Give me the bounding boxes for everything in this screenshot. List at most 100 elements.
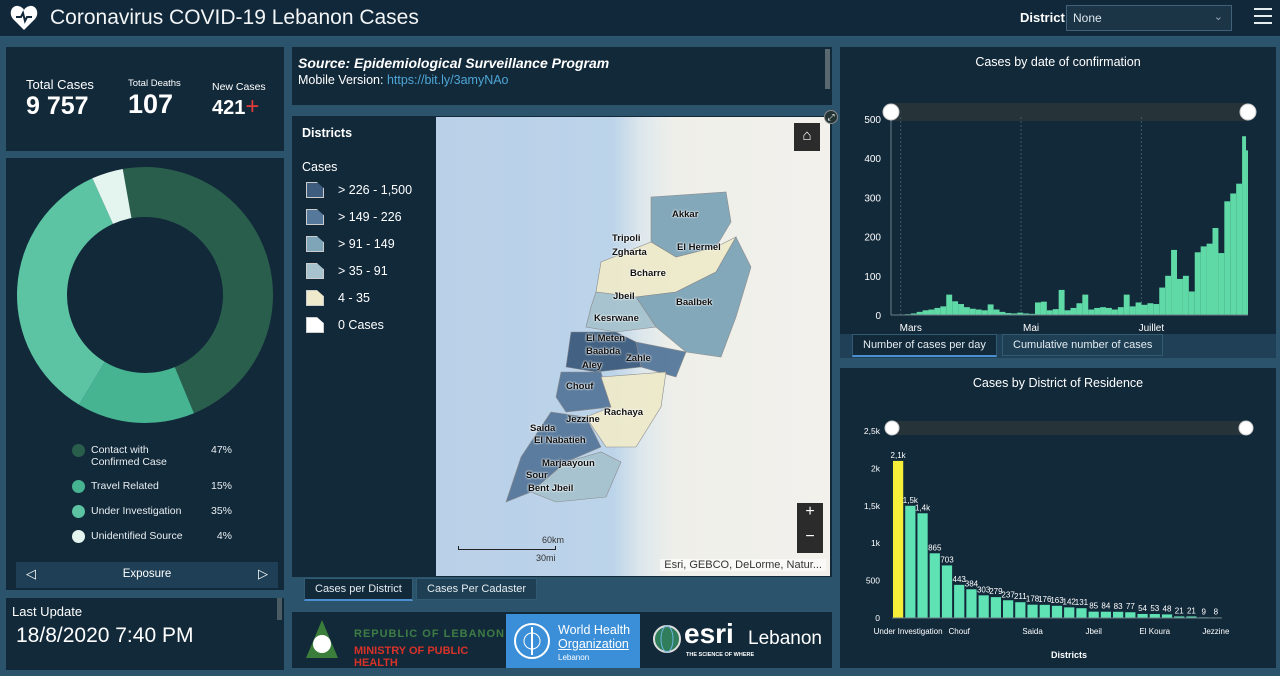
tab-cases-per-district[interactable]: Cases per District (304, 578, 413, 601)
who-emblem-icon (514, 623, 550, 659)
district-choropleth[interactable] (436, 117, 830, 576)
kpi-panel: Total Cases 9 757 Total Deaths 107 New C… (6, 47, 284, 151)
daily-bar (1076, 303, 1083, 315)
scrollbar[interactable] (825, 49, 830, 89)
fullscreen-icon[interactable]: ⤢ (824, 110, 838, 124)
range-slider-track (893, 103, 1248, 121)
hamburger-menu-icon[interactable] (1254, 8, 1272, 24)
legend-pct: 15% (210, 480, 232, 492)
zoom-in-button[interactable]: + (797, 503, 823, 528)
plus-icon: + (245, 93, 260, 120)
legend-label: Contact with Confirmed Case (91, 444, 167, 468)
daily-bar (1023, 313, 1030, 315)
zoom-out-button[interactable]: − (797, 528, 823, 553)
daily-bar (940, 306, 947, 315)
bar-data-label: 8 (1214, 607, 1219, 616)
map-view[interactable]: Akkar Tripoli Zgharta El Hermel Bcharre Jbeil… (436, 117, 830, 576)
moph-logo: REPUBLIC OF LEBANON MINISTRY OF PUBLIC H… (296, 616, 506, 669)
district-bar (905, 505, 916, 618)
tab-cases-per-day[interactable]: Number of cases per day (852, 334, 997, 357)
tab-cases-per-cadaster[interactable]: Cases Per Cadaster (416, 578, 538, 600)
total-cases-label: Total Cases (26, 77, 94, 92)
previous-arrow-icon[interactable]: ◁ (26, 566, 36, 581)
x-tick-label: Under Investigation (874, 627, 943, 636)
source-title: Source: Epidemiological Surveillance Pro… (298, 55, 610, 71)
daily-bar (1088, 309, 1095, 315)
daily-bar (958, 304, 964, 315)
district-filter-label: District (1020, 10, 1065, 25)
donut-slice (16, 178, 113, 405)
legend-label: Under Investigation (91, 505, 182, 517)
daily-bar (1165, 275, 1172, 315)
daily-bar (1224, 201, 1231, 315)
tab-cumulative-cases[interactable]: Cumulative number of cases (1002, 334, 1164, 356)
daily-bar (1040, 301, 1047, 315)
legend-item: Unidentified Source 4% (72, 530, 232, 543)
map-panel: Districts Cases > 226 - 1,500 > 149 - 226… (292, 110, 838, 577)
x-axis-label: Districts (1051, 650, 1087, 660)
y-tick-label: 500 (866, 576, 880, 586)
y-tick-label: 1,5k (864, 501, 881, 511)
esri-wordmark: esri (684, 618, 734, 649)
bar-data-label: 1,5k (903, 496, 919, 505)
daily-bar (987, 304, 994, 315)
daily-bar (993, 309, 1000, 315)
y-tick-label: 100 (864, 272, 881, 283)
total-deaths-label: Total Deaths (128, 78, 181, 89)
district-bar (1186, 616, 1197, 618)
daily-bar (1094, 307, 1101, 315)
bar-data-label: 279 (989, 587, 1003, 596)
globe-icon (653, 625, 681, 653)
district-chouf (555, 371, 612, 413)
daily-chart-title: Cases by date of confirmation (975, 55, 1141, 69)
legend-swatch (306, 290, 324, 306)
map-legend-item: > 149 - 226 (306, 209, 402, 225)
legend-swatch (306, 182, 324, 198)
bar-data-label: 21 (1187, 606, 1196, 615)
home-icon[interactable]: ⌂ (794, 123, 820, 151)
legend-pct: 35% (210, 505, 232, 517)
legend-item: Travel Related 15% (72, 480, 232, 493)
exposure-title: Exposure (122, 568, 172, 580)
daily-bar (1005, 313, 1012, 315)
daily-bar (946, 294, 953, 315)
legend-swatch (306, 317, 324, 333)
y-tick-label: 2,5k (864, 426, 881, 436)
map-legend-item: 0 Cases (306, 317, 384, 333)
district-bar (929, 553, 940, 618)
daily-bar (1035, 302, 1041, 315)
moph-line1: REPUBLIC OF LEBANON (354, 628, 505, 640)
bar-data-label: 21 (1175, 606, 1184, 615)
bar-data-label: 384 (965, 579, 979, 588)
daily-bar (928, 309, 935, 315)
bar-data-label: 176 (1038, 595, 1052, 604)
new-cases-block: New Cases 421+ (212, 81, 266, 121)
mobile-version-link[interactable]: https://bit.ly/3amyNAo (386, 73, 509, 87)
range-slider-handle[interactable] (1239, 103, 1257, 121)
daily-bar (1159, 287, 1166, 315)
bar-data-label: 211 (1014, 592, 1027, 601)
district-select[interactable]: None ⌄ (1066, 5, 1232, 31)
who-logo: World Health Organization Lebanon (506, 614, 640, 668)
next-arrow-icon[interactable]: ▷ (258, 566, 268, 581)
district-marjaayoun-bentjbeil (530, 451, 622, 503)
legend-label: Travel Related (91, 480, 159, 492)
daily-bar (1230, 193, 1237, 315)
daily-bar (1218, 253, 1225, 315)
range-slider-handle[interactable] (884, 420, 900, 436)
district-label: Jezzine (566, 414, 600, 425)
district-label: Aley (582, 360, 603, 371)
daily-bar (1123, 294, 1130, 315)
district-label: Akkar (672, 209, 699, 220)
district-bar (1039, 604, 1050, 618)
legend-item: Under Investigation 35% (72, 505, 232, 518)
range-slider-handle[interactable] (1238, 420, 1254, 436)
total-cases-block: Total Cases 9 757 (26, 77, 94, 121)
district-bar (1064, 607, 1075, 618)
daily-bar (1212, 227, 1219, 315)
scrollbar[interactable] (277, 598, 282, 620)
new-cases-value: 421 (212, 97, 246, 119)
mobile-version-label: Mobile Version: (298, 73, 387, 87)
range-slider-handle[interactable] (882, 103, 900, 121)
y-tick-label: 300 (864, 193, 881, 204)
